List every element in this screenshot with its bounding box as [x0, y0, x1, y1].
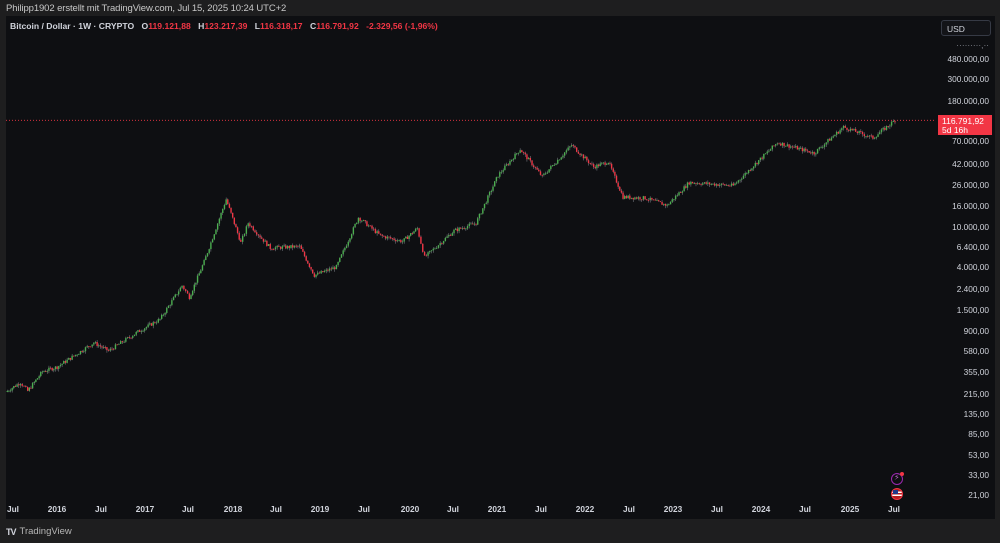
chart-frame: Bitcoin / Dollar · 1W · CRYPTO O119.121,… [6, 16, 995, 519]
price-tick-label: 33,00 [968, 470, 989, 480]
candlestick-series [6, 119, 936, 393]
high-value: 123.217,39 [204, 21, 248, 31]
currency-button[interactable]: USD [941, 20, 991, 36]
time-tick-label: 2023 [663, 504, 683, 514]
time-tick-label: Jul [7, 504, 19, 514]
time-tick-label: Jul [799, 504, 811, 514]
open-value: 119.121,88 [148, 21, 191, 31]
price-tick-label: 42.000,00 [952, 159, 989, 169]
us-flag-event-icon[interactable] [891, 488, 903, 500]
bar-countdown: 5d 16h [942, 125, 968, 135]
price-axis[interactable]: ·········,·· 480.000,00 300.000,00 180.000… [936, 16, 995, 519]
price-tick-label: 70.000,00 [952, 136, 989, 146]
symbol-title[interactable]: Bitcoin / Dollar · 1W · CRYPTO [10, 21, 135, 31]
time-tick-label: 2024 [751, 504, 771, 514]
price-tick-label: 355,00 [963, 367, 989, 377]
time-tick-label: 2016 [47, 504, 67, 514]
price-tick-label: 180.000,00 [947, 96, 989, 106]
low-key: L [254, 21, 261, 31]
price-tick-label: 16.000,00 [952, 201, 989, 211]
time-tick-label: Jul [182, 504, 194, 514]
time-axis[interactable]: Jul 2016 Jul 2017 Jul 2018 Jul 2019 Jul 2020 Jul 20… [6, 501, 936, 519]
time-tick-label: 2022 [575, 504, 595, 514]
low-value: 116.318,17 [260, 21, 303, 31]
time-tick-label: Jul [447, 504, 459, 514]
time-tick-label: 2019 [310, 504, 330, 514]
price-tick-label: 21,00 [968, 490, 989, 500]
price-tick-label: 4.000,00 [956, 262, 989, 272]
time-tick-label: Jul [623, 504, 635, 514]
chart-caption: Philipp1902 erstellt mit TradingView.com… [6, 3, 287, 14]
last-price-value: 116.791,92 [942, 116, 984, 126]
time-tick-label: Jul [888, 504, 900, 514]
tradingview-logo-text: TradingView [19, 526, 72, 537]
price-tick-label: 2.400,00 [956, 284, 989, 294]
time-tick-label: Jul [535, 504, 547, 514]
time-tick-label: Jul [270, 504, 282, 514]
open-key: O [141, 21, 149, 31]
price-tick-label: 480.000,00 [947, 54, 989, 64]
price-tick-label: 10.000,00 [952, 222, 989, 232]
time-tick-label: Jul [95, 504, 107, 514]
time-tick-label: 2018 [223, 504, 243, 514]
last-price-tag: 116.791,92 5d 16h [938, 115, 992, 135]
ohlc-legend: Bitcoin / Dollar · 1W · CRYPTO O119.121,… [10, 21, 438, 31]
tradingview-logo-icon: TV [6, 526, 16, 537]
price-tick-label: 1.500,00 [956, 305, 989, 315]
tradingview-logo[interactable]: TV TradingView [6, 526, 72, 537]
high-key: H [198, 21, 205, 31]
time-tick-label: Jul [358, 504, 370, 514]
time-tick-label: Jul [711, 504, 723, 514]
price-tick-label: 215,00 [963, 389, 989, 399]
price-tick-label: 580,00 [963, 346, 989, 356]
close-value: 116.791,92 [316, 21, 359, 31]
plot-area[interactable]: Bitcoin / Dollar · 1W · CRYPTO O119.121,… [6, 16, 936, 501]
price-tick-label: 900,00 [963, 326, 989, 336]
time-tick-label: 2020 [400, 504, 420, 514]
price-tick-label: 300.000,00 [947, 74, 989, 84]
price-tick-label: 53,00 [968, 450, 989, 460]
time-tick-label: 2021 [487, 504, 507, 514]
price-label-clipped: ·········,·· [956, 40, 989, 50]
price-tick-label: 135,00 [963, 409, 989, 419]
price-tick-label: 26.000,00 [952, 180, 989, 190]
price-tick-label: 6.400,00 [956, 242, 989, 252]
price-tick-label: 85,00 [968, 429, 989, 439]
change-value: -2.329,56 (-1,96%) [366, 21, 438, 31]
time-tick-label: 2017 [135, 504, 155, 514]
close-key: C [309, 21, 317, 31]
time-tick-label: 2025 [840, 504, 860, 514]
lightning-event-icon[interactable]: ⚡ [891, 472, 904, 485]
